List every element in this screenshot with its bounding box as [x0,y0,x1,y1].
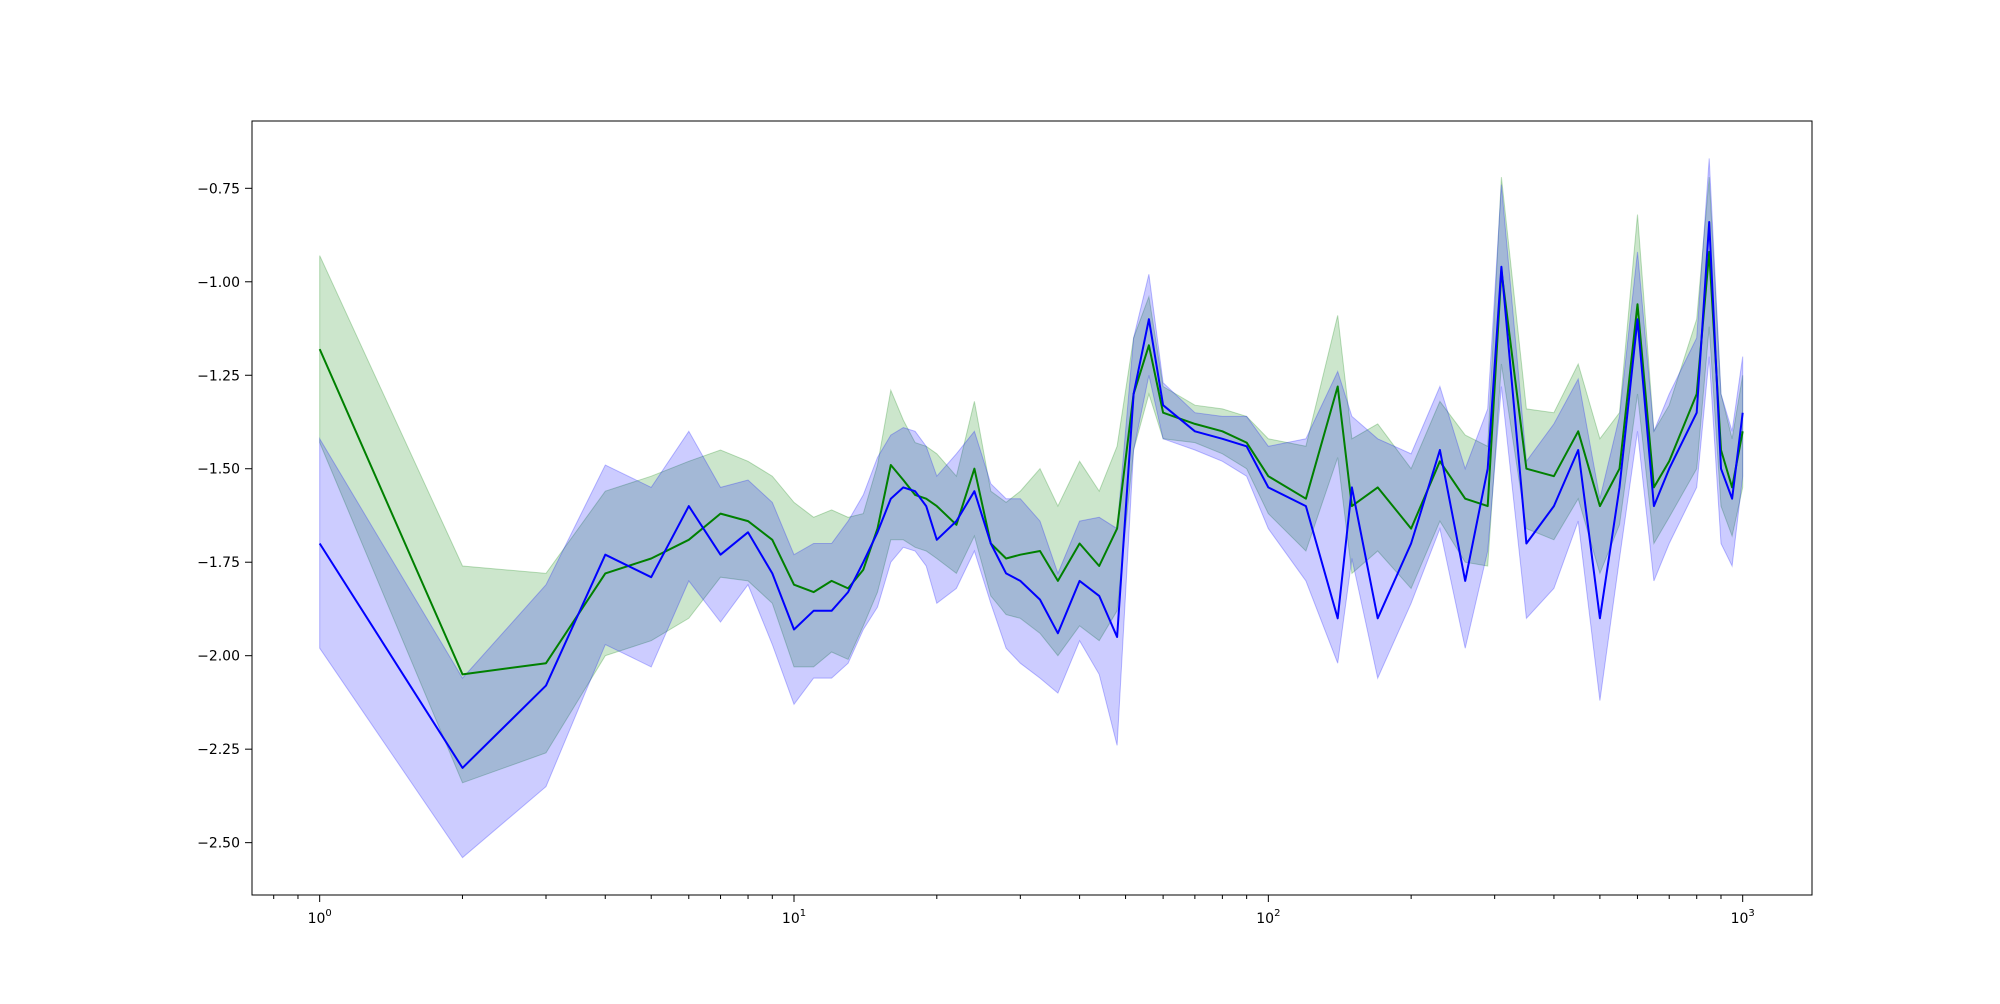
x-tick-label: 101 [782,908,806,927]
y-tick-label: −0.75 [197,181,240,197]
y-tick-label: −2.00 [197,649,240,665]
y-tick-label: −2.50 [197,836,240,852]
series-lines [318,221,1744,769]
series-line-1 [318,250,1744,676]
y-tick-label: −2.25 [197,742,240,758]
plot-frame [251,120,1813,896]
x-tick-label: 103 [1731,908,1755,927]
confidence-bands [319,158,1744,859]
axes: −0.75 −1.00 −1.25 −1.50 −1.75 −2.00 −2.25 −2.50… [197,181,1755,927]
y-tick-label: −1.25 [197,368,240,384]
confidence-band-1 [319,177,1744,784]
x-tick-label: 102 [1256,908,1280,927]
y-tick-label: −1.75 [197,555,240,571]
x-tick-label: 100 [308,908,332,927]
series-line-2 [318,221,1744,769]
y-tick-label: −1.50 [197,462,240,478]
confidence-band-2 [319,158,1744,859]
y-tick-label: −1.00 [197,275,240,291]
